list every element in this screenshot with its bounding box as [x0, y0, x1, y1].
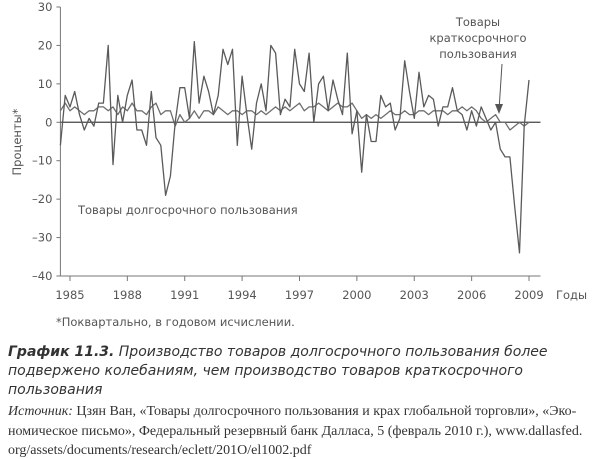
x-tick-label: 1988 [113, 288, 142, 302]
x-tick-label: 1991 [170, 288, 199, 302]
y-tick-label: –30 [32, 231, 52, 245]
annotation-line: Товары [455, 15, 500, 29]
y-tick-label: 10 [38, 77, 53, 91]
source-line: org/assets/documents/research/eclett/201… [8, 443, 312, 458]
x-tick-label: 1985 [55, 288, 84, 302]
annotation-line: краткосрочного [429, 31, 526, 45]
y-tick-label: 20 [38, 38, 53, 52]
y-tick-label: 30 [38, 0, 53, 14]
caption: График 11.3. Производство товаров долгос… [8, 344, 548, 360]
caption-label: График 11.3. [8, 344, 114, 360]
x-tick-label: 2006 [457, 288, 486, 302]
x-tick-label: 1997 [285, 288, 314, 302]
annotation-arrowhead [495, 104, 503, 114]
footnote: *Поквартально, в годовом исчислении. [56, 315, 295, 329]
y-axis-label: Проценты* [10, 108, 24, 175]
source-label: Источник: [7, 404, 73, 419]
y-tick-label: –10 [32, 154, 52, 168]
caption-line: подвержено колебаниям, чем производство … [8, 363, 523, 379]
x-tick-label: 2003 [400, 288, 429, 302]
source-line: номическое письмо», Федеральный резервны… [8, 424, 582, 439]
caption-line: Производство товаров долгосрочного польз… [114, 344, 547, 360]
series-annotation: Товары долгосрочного пользования [77, 203, 298, 217]
y-tick-label: 0 [45, 115, 52, 129]
y-tick-label: –20 [32, 192, 52, 206]
series-line [59, 102, 530, 131]
caption-line: пользования [8, 382, 102, 398]
x-tick-label: 2009 [514, 288, 543, 302]
y-tick-label: –40 [32, 269, 52, 283]
annotation-line: пользования [439, 47, 517, 61]
source: Источник: Цзян Ван, «Товары долгосрочног… [7, 404, 577, 419]
series-line [59, 40, 530, 254]
x-axis-label: Годы [556, 288, 587, 302]
source-line: Цзян Ван, «Товары долгосрочного пользова… [73, 404, 577, 419]
annotation-arrow [498, 63, 503, 111]
x-tick-label: 2000 [342, 288, 371, 302]
x-tick-label: 1994 [227, 288, 256, 302]
